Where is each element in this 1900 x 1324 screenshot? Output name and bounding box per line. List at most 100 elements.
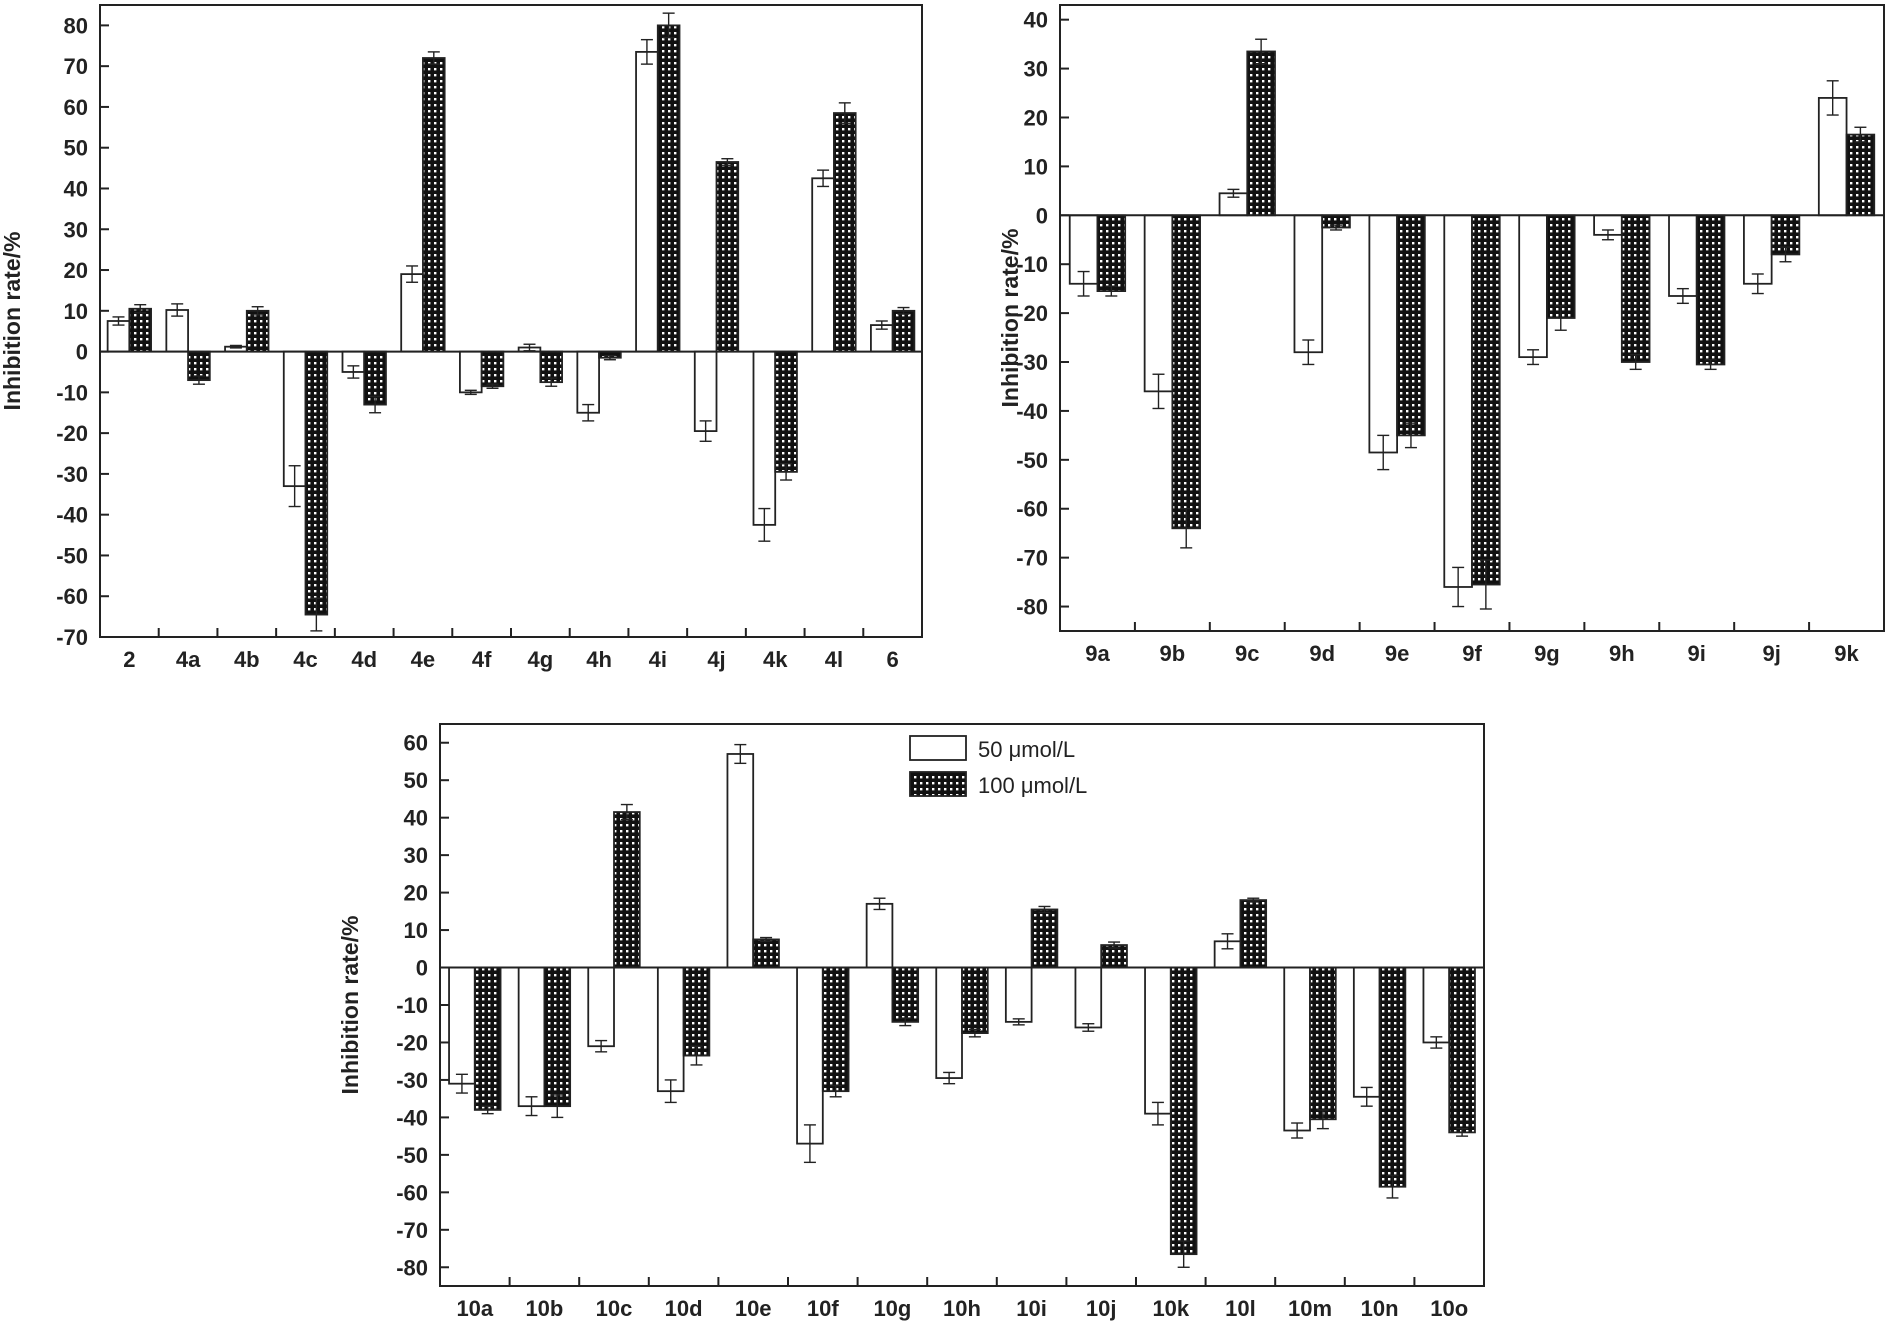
y-tick-label: 30 xyxy=(64,217,88,242)
bar-100 xyxy=(1695,214,1726,366)
y-tick-label: 70 xyxy=(64,54,88,79)
x-category-label: 4b xyxy=(234,647,260,672)
y-tick-label: -10 xyxy=(1016,252,1048,277)
x-category-label: 9g xyxy=(1534,641,1560,666)
bar-100 xyxy=(1845,133,1876,217)
bar-100 xyxy=(833,112,857,353)
y-tick-label: 20 xyxy=(64,258,88,283)
y-tick-label: 0 xyxy=(76,340,88,365)
bar-50 xyxy=(935,966,963,1079)
bar-100 xyxy=(543,966,572,1108)
x-category-label: 9b xyxy=(1160,641,1186,666)
bar-50 xyxy=(726,753,755,969)
bar-100 xyxy=(1770,214,1801,256)
bar-100 xyxy=(774,350,798,473)
y-axis-title: Inhibition rate/% xyxy=(997,229,1023,408)
y-tick-label: -30 xyxy=(396,1068,428,1093)
bar-50 xyxy=(656,966,685,1093)
x-category-label: 9e xyxy=(1385,641,1409,666)
bar-50 xyxy=(1144,966,1172,1115)
plot-frame xyxy=(1059,4,1885,632)
bar-100 xyxy=(1471,214,1501,586)
bar-100 xyxy=(1096,214,1127,293)
bar-50 xyxy=(693,350,718,432)
bar-50 xyxy=(1293,214,1324,354)
bar-100 xyxy=(1246,50,1276,217)
y-tick-label: -70 xyxy=(396,1218,428,1243)
bar-100 xyxy=(613,811,641,969)
y-tick-label: -60 xyxy=(56,584,88,609)
x-category-label: 6 xyxy=(887,647,899,672)
y-tick-label: 30 xyxy=(404,843,428,868)
y-tick-label: -60 xyxy=(1016,497,1048,522)
x-category-label: 4f xyxy=(472,647,492,672)
y-tick-label: -50 xyxy=(396,1143,428,1168)
bar-100 xyxy=(1171,214,1201,530)
bar-100 xyxy=(682,966,711,1057)
y-tick-label: -10 xyxy=(56,380,88,405)
y-tick-label: -30 xyxy=(1016,350,1048,375)
x-category-label: 4d xyxy=(351,647,377,672)
bar-50 xyxy=(1283,966,1311,1132)
bar-50 xyxy=(752,350,777,526)
bar-100 xyxy=(1378,966,1407,1188)
y-tick-label: 40 xyxy=(404,806,428,831)
y-tick-label: -20 xyxy=(396,1030,428,1055)
bar-100 xyxy=(891,309,916,353)
bar-50 xyxy=(796,966,824,1145)
x-category-label: 10g xyxy=(873,1296,911,1321)
legend-label-100: 100 μmol/L xyxy=(978,773,1087,798)
y-tick-label: 10 xyxy=(1024,154,1048,179)
bar-100 xyxy=(961,966,989,1034)
legend-label-50: 50 μmol/L xyxy=(978,737,1075,762)
bar-50 xyxy=(811,177,835,353)
y-tick-label: 60 xyxy=(64,95,88,120)
y-tick-label: 80 xyxy=(64,13,88,38)
chart-panel-3: 60 50 40 30 20 10 0 -10 -20 -30 -40 -50 -60 -70 -80 Inh… xyxy=(337,723,1485,1321)
y-tick-label: 20 xyxy=(1024,105,1048,130)
bar-50 xyxy=(1143,214,1174,393)
y-tick-label: -80 xyxy=(1016,595,1048,620)
bar-50 xyxy=(576,350,600,414)
x-category-label: 9c xyxy=(1235,641,1259,666)
bar-50 xyxy=(1668,214,1698,297)
bar-50 xyxy=(517,966,546,1108)
y-tick-label: -40 xyxy=(396,1105,428,1130)
bar-100 xyxy=(821,966,850,1093)
bar-100 xyxy=(1396,214,1426,437)
bar-100 xyxy=(752,938,780,969)
x-category-label: 10e xyxy=(735,1296,772,1321)
y-tick-label: 0 xyxy=(1036,203,1048,228)
bar-50 xyxy=(635,50,659,353)
bar-50 xyxy=(1443,214,1473,588)
bar-100 xyxy=(473,966,502,1111)
x-category-label: 4c xyxy=(293,647,317,672)
bar-50 xyxy=(587,966,615,1048)
y-axis-title: Inhibition rate/% xyxy=(0,232,25,411)
bar-50 xyxy=(400,273,424,353)
x-category-label: 9d xyxy=(1309,641,1335,666)
x-category-label: 10l xyxy=(1225,1296,1256,1321)
x-category-label: 9j xyxy=(1762,641,1780,666)
y-tick-label: -20 xyxy=(56,421,88,446)
bar-50 xyxy=(1368,214,1398,454)
y-tick-label: -50 xyxy=(56,543,88,568)
y-tick-label: 40 xyxy=(64,176,88,201)
x-category-label: 4a xyxy=(176,647,201,672)
y-tick-label: -50 xyxy=(1016,448,1048,473)
y-tick-label: -80 xyxy=(396,1255,428,1280)
y-tick-label: -70 xyxy=(56,625,88,650)
bar-100 xyxy=(656,24,681,353)
bar-100 xyxy=(422,57,446,353)
x-category-label: 4l xyxy=(825,647,843,672)
plot-frame xyxy=(99,4,923,638)
x-category-label: 9i xyxy=(1688,641,1706,666)
y-tick-label: -20 xyxy=(1016,301,1048,326)
bar-50 xyxy=(1074,966,1103,1029)
y-tick-label: -70 xyxy=(1016,546,1048,571)
bar-50 xyxy=(1004,966,1033,1023)
y-tick-label: -40 xyxy=(56,503,88,528)
x-category-label: 2 xyxy=(123,647,135,672)
bar-100 xyxy=(1239,899,1268,969)
bar-100 xyxy=(1448,966,1476,1134)
